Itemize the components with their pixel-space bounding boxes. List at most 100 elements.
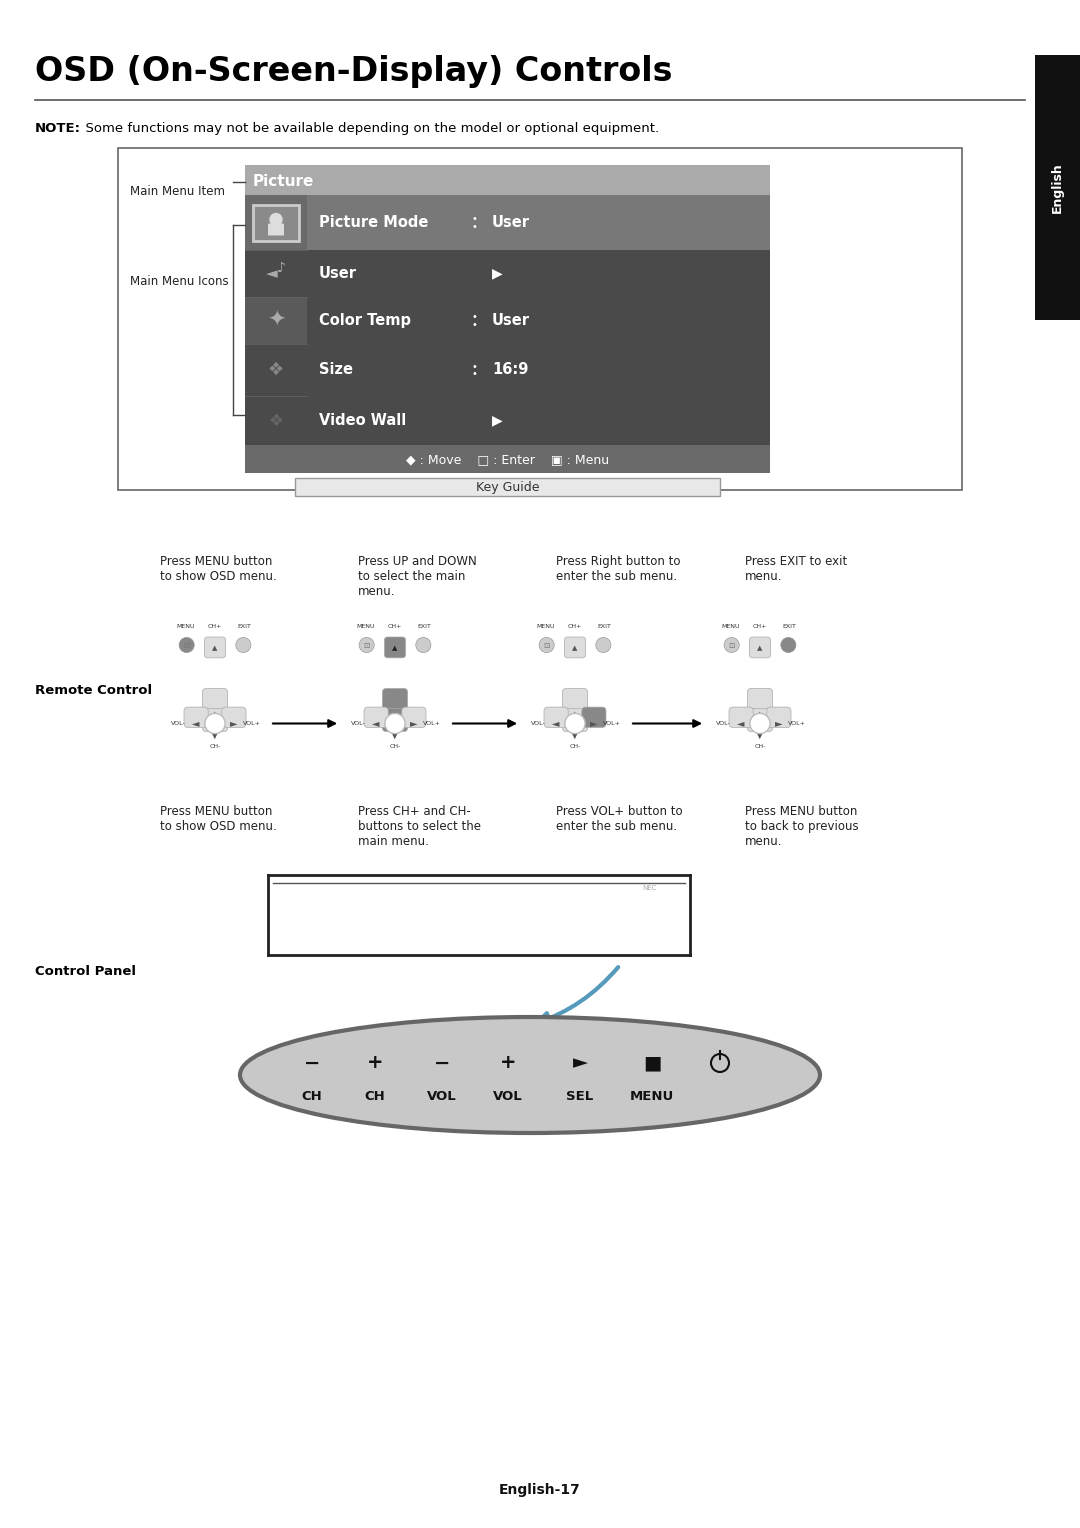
FancyBboxPatch shape: [245, 196, 770, 445]
Text: VOL+: VOL+: [422, 721, 441, 726]
Text: ►: ►: [230, 718, 238, 729]
FancyBboxPatch shape: [767, 707, 791, 727]
Text: VOL-: VOL-: [531, 721, 545, 726]
Text: ❖: ❖: [268, 361, 284, 379]
FancyBboxPatch shape: [295, 478, 720, 497]
Text: ▲: ▲: [212, 709, 219, 720]
Text: ▲: ▲: [756, 709, 764, 720]
FancyBboxPatch shape: [382, 709, 407, 732]
Text: VOL-: VOL-: [171, 721, 186, 726]
FancyBboxPatch shape: [563, 689, 588, 712]
Text: ◄: ◄: [266, 266, 278, 281]
Text: Key Guide: Key Guide: [476, 481, 539, 495]
Text: ►: ►: [590, 718, 597, 729]
FancyBboxPatch shape: [268, 223, 284, 235]
Text: SEL: SEL: [566, 1091, 594, 1103]
Text: •: •: [471, 313, 477, 322]
Circle shape: [179, 637, 194, 652]
Text: EXIT: EXIT: [238, 625, 252, 630]
Text: ▶: ▶: [492, 414, 502, 428]
Ellipse shape: [565, 714, 585, 733]
FancyBboxPatch shape: [563, 709, 588, 732]
Text: Size: Size: [319, 362, 353, 377]
Ellipse shape: [205, 714, 225, 733]
Text: VOL+: VOL+: [243, 721, 260, 726]
Circle shape: [270, 214, 282, 226]
Text: •: •: [471, 319, 477, 330]
Text: MENU: MENU: [176, 625, 194, 630]
Text: VOL+: VOL+: [787, 721, 806, 726]
Text: CH-: CH-: [389, 744, 401, 749]
FancyBboxPatch shape: [582, 707, 606, 727]
Text: Some functions may not be available depending on the model or optional equipment: Some functions may not be available depe…: [77, 122, 659, 134]
Text: MENU: MENU: [536, 625, 554, 630]
Text: User: User: [492, 313, 530, 329]
Text: ⊡: ⊡: [184, 640, 190, 649]
Text: +: +: [367, 1053, 383, 1073]
Text: MENU: MENU: [630, 1091, 674, 1103]
Text: ⊡: ⊡: [729, 640, 734, 649]
Text: MENU: MENU: [721, 625, 740, 630]
Text: CH-: CH-: [210, 744, 220, 749]
FancyBboxPatch shape: [118, 148, 962, 490]
Circle shape: [416, 637, 431, 652]
FancyBboxPatch shape: [245, 251, 307, 296]
Text: Press MENU button
to show OSD menu.: Press MENU button to show OSD menu.: [160, 805, 276, 833]
Text: Main Menu Item: Main Menu Item: [130, 185, 225, 199]
Text: English-17: English-17: [499, 1484, 581, 1497]
FancyBboxPatch shape: [364, 707, 388, 727]
Circle shape: [724, 637, 739, 652]
FancyBboxPatch shape: [747, 709, 772, 732]
Text: •: •: [471, 362, 477, 371]
Text: ►: ►: [572, 1053, 588, 1073]
Text: CH: CH: [365, 1091, 386, 1103]
FancyBboxPatch shape: [384, 637, 406, 659]
FancyBboxPatch shape: [202, 709, 228, 732]
Text: Press UP and DOWN
to select the main
menu.: Press UP and DOWN to select the main men…: [357, 555, 476, 597]
Text: +: +: [500, 1053, 516, 1073]
Ellipse shape: [240, 1018, 820, 1132]
FancyBboxPatch shape: [253, 205, 299, 240]
Text: OSD (On-Screen-Display) Controls: OSD (On-Screen-Display) Controls: [35, 55, 673, 89]
Text: ■: ■: [643, 1053, 661, 1073]
Text: ◄: ◄: [192, 718, 200, 729]
Text: ▲: ▲: [392, 645, 397, 651]
Text: Press VOL+ button to
enter the sub menu.: Press VOL+ button to enter the sub menu.: [556, 805, 683, 833]
FancyBboxPatch shape: [402, 707, 426, 727]
Text: ►: ►: [410, 718, 418, 729]
FancyBboxPatch shape: [1035, 55, 1080, 319]
FancyBboxPatch shape: [245, 445, 770, 474]
FancyBboxPatch shape: [382, 689, 407, 712]
Text: CH: CH: [301, 1091, 322, 1103]
Text: CH-: CH-: [754, 744, 766, 749]
Circle shape: [539, 637, 554, 652]
FancyBboxPatch shape: [245, 196, 307, 251]
Circle shape: [359, 637, 374, 652]
Text: Color Temp: Color Temp: [319, 313, 411, 329]
Text: ▼: ▼: [571, 730, 579, 740]
Text: NEC: NEC: [643, 885, 658, 891]
Text: ❖: ❖: [269, 411, 283, 429]
Text: ▼: ▼: [391, 730, 399, 740]
Circle shape: [781, 637, 796, 652]
FancyBboxPatch shape: [565, 637, 585, 659]
Text: ◄: ◄: [552, 718, 559, 729]
Text: Press CH+ and CH-
buttons to select the
main menu.: Press CH+ and CH- buttons to select the …: [357, 805, 481, 848]
Text: Picture: Picture: [253, 174, 314, 188]
Text: VOL+: VOL+: [603, 721, 620, 726]
Text: EXIT: EXIT: [418, 625, 432, 630]
Text: Remote Control: Remote Control: [35, 683, 152, 697]
Text: ◄: ◄: [738, 718, 745, 729]
FancyBboxPatch shape: [245, 396, 307, 445]
FancyBboxPatch shape: [245, 296, 307, 344]
FancyBboxPatch shape: [204, 637, 226, 659]
Text: ▲: ▲: [391, 709, 399, 720]
FancyBboxPatch shape: [245, 165, 770, 196]
Text: ▲: ▲: [213, 645, 218, 651]
Text: CH+: CH+: [568, 625, 582, 630]
Text: ▶: ▶: [492, 266, 502, 281]
Text: English: English: [1051, 162, 1064, 212]
Text: Picture Mode: Picture Mode: [319, 215, 429, 231]
Text: Press MENU button
to back to previous
menu.: Press MENU button to back to previous me…: [745, 805, 859, 848]
Text: VOL-: VOL-: [351, 721, 366, 726]
